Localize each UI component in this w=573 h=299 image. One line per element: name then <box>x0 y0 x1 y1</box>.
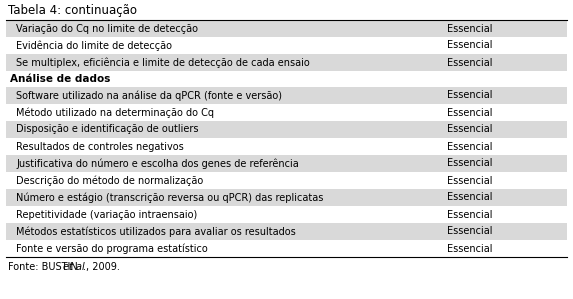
Text: Evidência do limite de detecção: Evidência do limite de detecção <box>16 40 172 51</box>
Text: Se multiplex, eficiência e limite de detecção de cada ensaio: Se multiplex, eficiência e limite de det… <box>16 57 310 68</box>
Bar <box>6 54 567 71</box>
Text: Essencial: Essencial <box>447 57 493 68</box>
Bar <box>6 87 567 104</box>
Text: Essencial: Essencial <box>447 227 493 237</box>
Text: Disposição e identificação de outliers: Disposição e identificação de outliers <box>16 124 198 135</box>
Text: Tabela 4: continuação: Tabela 4: continuação <box>8 4 137 17</box>
Text: Essencial: Essencial <box>447 124 493 135</box>
Text: Essencial: Essencial <box>447 40 493 51</box>
Text: Essencial: Essencial <box>447 158 493 169</box>
Text: et al: et al <box>62 262 84 272</box>
Bar <box>6 20 567 37</box>
Bar <box>6 138 567 155</box>
Bar <box>6 189 567 206</box>
Bar <box>6 71 567 87</box>
Text: Número e estágio (transcrição reversa ou qPCR) das replicatas: Número e estágio (transcrição reversa ou… <box>16 192 323 203</box>
Text: ., 2009.: ., 2009. <box>83 262 119 272</box>
Text: Essencial: Essencial <box>447 108 493 118</box>
Text: Essencial: Essencial <box>447 176 493 185</box>
Text: Essencial: Essencial <box>447 193 493 202</box>
Text: Justificativa do número e escolha dos genes de referência: Justificativa do número e escolha dos ge… <box>16 158 299 169</box>
Text: Software utilizado na análise da qPCR (fonte e versão): Software utilizado na análise da qPCR (f… <box>16 90 282 101</box>
Text: Método utilizado na determinação do Cq: Método utilizado na determinação do Cq <box>16 107 214 118</box>
Text: Essencial: Essencial <box>447 210 493 219</box>
Bar <box>6 206 567 223</box>
Text: Essencial: Essencial <box>447 24 493 33</box>
Bar <box>6 155 567 172</box>
Bar <box>6 240 567 257</box>
Text: Variação do Cq no limite de detecção: Variação do Cq no limite de detecção <box>16 24 198 33</box>
Bar <box>6 121 567 138</box>
Text: Repetitividade (variação intraensaio): Repetitividade (variação intraensaio) <box>16 210 197 219</box>
Text: Essencial: Essencial <box>447 91 493 100</box>
Bar <box>6 223 567 240</box>
Text: Resultados de controles negativos: Resultados de controles negativos <box>16 141 184 152</box>
Bar <box>6 37 567 54</box>
Text: Essencial: Essencial <box>447 141 493 152</box>
Text: Essencial: Essencial <box>447 243 493 254</box>
Text: Fonte: BUSTIN: Fonte: BUSTIN <box>8 262 78 272</box>
Text: Descrição do método de normalização: Descrição do método de normalização <box>16 175 203 186</box>
Bar <box>6 172 567 189</box>
Bar <box>6 104 567 121</box>
Text: Métodos estatísticos utilizados para avaliar os resultados: Métodos estatísticos utilizados para ava… <box>16 226 296 237</box>
Text: Análise de dados: Análise de dados <box>10 74 111 84</box>
Text: Fonte e versão do programa estatístico: Fonte e versão do programa estatístico <box>16 243 208 254</box>
